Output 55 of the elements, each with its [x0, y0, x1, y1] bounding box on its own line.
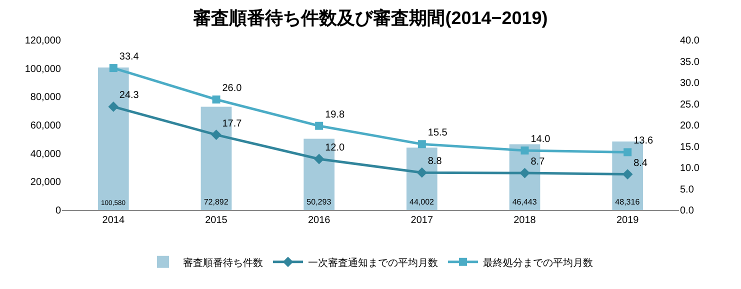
y-tick-label: 20,000 — [30, 177, 62, 188]
point — [315, 122, 324, 130]
data-label: 33.4 — [119, 52, 140, 63]
y-tick-label: 60,000 — [30, 120, 62, 132]
data-label: 48,316 — [615, 198, 640, 207]
legend-label: 最終処分までの平均月数 — [483, 256, 593, 269]
y2-tick-label: 15.0 — [680, 142, 700, 153]
y2-tick-label: 20.0 — [680, 120, 700, 132]
data-label: 13.6 — [634, 136, 654, 147]
data-label: 17.7 — [222, 118, 242, 130]
point — [622, 169, 633, 180]
x-tick-label: 2016 — [308, 215, 331, 226]
y2-tick-label: 30.0 — [680, 78, 700, 89]
data-label: 12.0 — [325, 142, 345, 154]
data-label: 72,892 — [204, 198, 229, 207]
data-label: 19.8 — [325, 109, 345, 120]
legend-label: 審査順番待ち件数 — [183, 256, 263, 269]
data-label: 44,002 — [410, 198, 435, 207]
data-label: 46,443 — [512, 198, 538, 207]
y2-tick-label: 35.0 — [680, 56, 700, 68]
x-tick-label: 2014 — [102, 215, 125, 226]
x-tick-label: 2015 — [205, 215, 228, 226]
y2-tick-label: 25.0 — [680, 99, 700, 110]
y-tick-label: 80,000 — [30, 92, 62, 104]
data-label: 14.0 — [530, 134, 551, 145]
point — [416, 167, 428, 178]
point — [212, 96, 220, 104]
point — [314, 154, 324, 164]
point — [520, 146, 529, 154]
x-tick-label: 2017 — [410, 215, 434, 226]
data-label: 15.5 — [428, 128, 448, 139]
y2-tick-label: 40.0 — [680, 36, 700, 46]
point — [108, 102, 119, 112]
data-label: 8.4 — [634, 158, 648, 169]
point — [109, 64, 118, 72]
point — [211, 130, 222, 140]
y-tick-label: 100,000 — [24, 64, 62, 75]
x-tick-label: 2018 — [514, 215, 536, 226]
data-label: 8.7 — [530, 156, 546, 168]
data-label: 26.0 — [222, 83, 242, 94]
x-tick-label: 2019 — [616, 215, 640, 226]
y-tick-label: 120,000 — [24, 36, 62, 46]
y2-tick-label: 0.0 — [680, 206, 694, 216]
point — [624, 148, 632, 156]
y2-tick-label: 10.0 — [680, 163, 700, 174]
y-tick-label: 0 — [55, 206, 62, 216]
legend-label: 一次審査通知までの平均月数 — [308, 256, 438, 269]
point — [418, 140, 426, 148]
data-label: 8.8 — [428, 156, 442, 168]
y-tick-label: 40,000 — [30, 148, 62, 160]
point — [520, 168, 530, 178]
data-label: 50,293 — [306, 198, 332, 207]
chart-title: 審査順番待ち件数及び審査期間(2014−2019) — [192, 8, 548, 28]
y2-tick-label: 5.0 — [680, 184, 694, 196]
data-label: 24.3 — [119, 90, 140, 102]
